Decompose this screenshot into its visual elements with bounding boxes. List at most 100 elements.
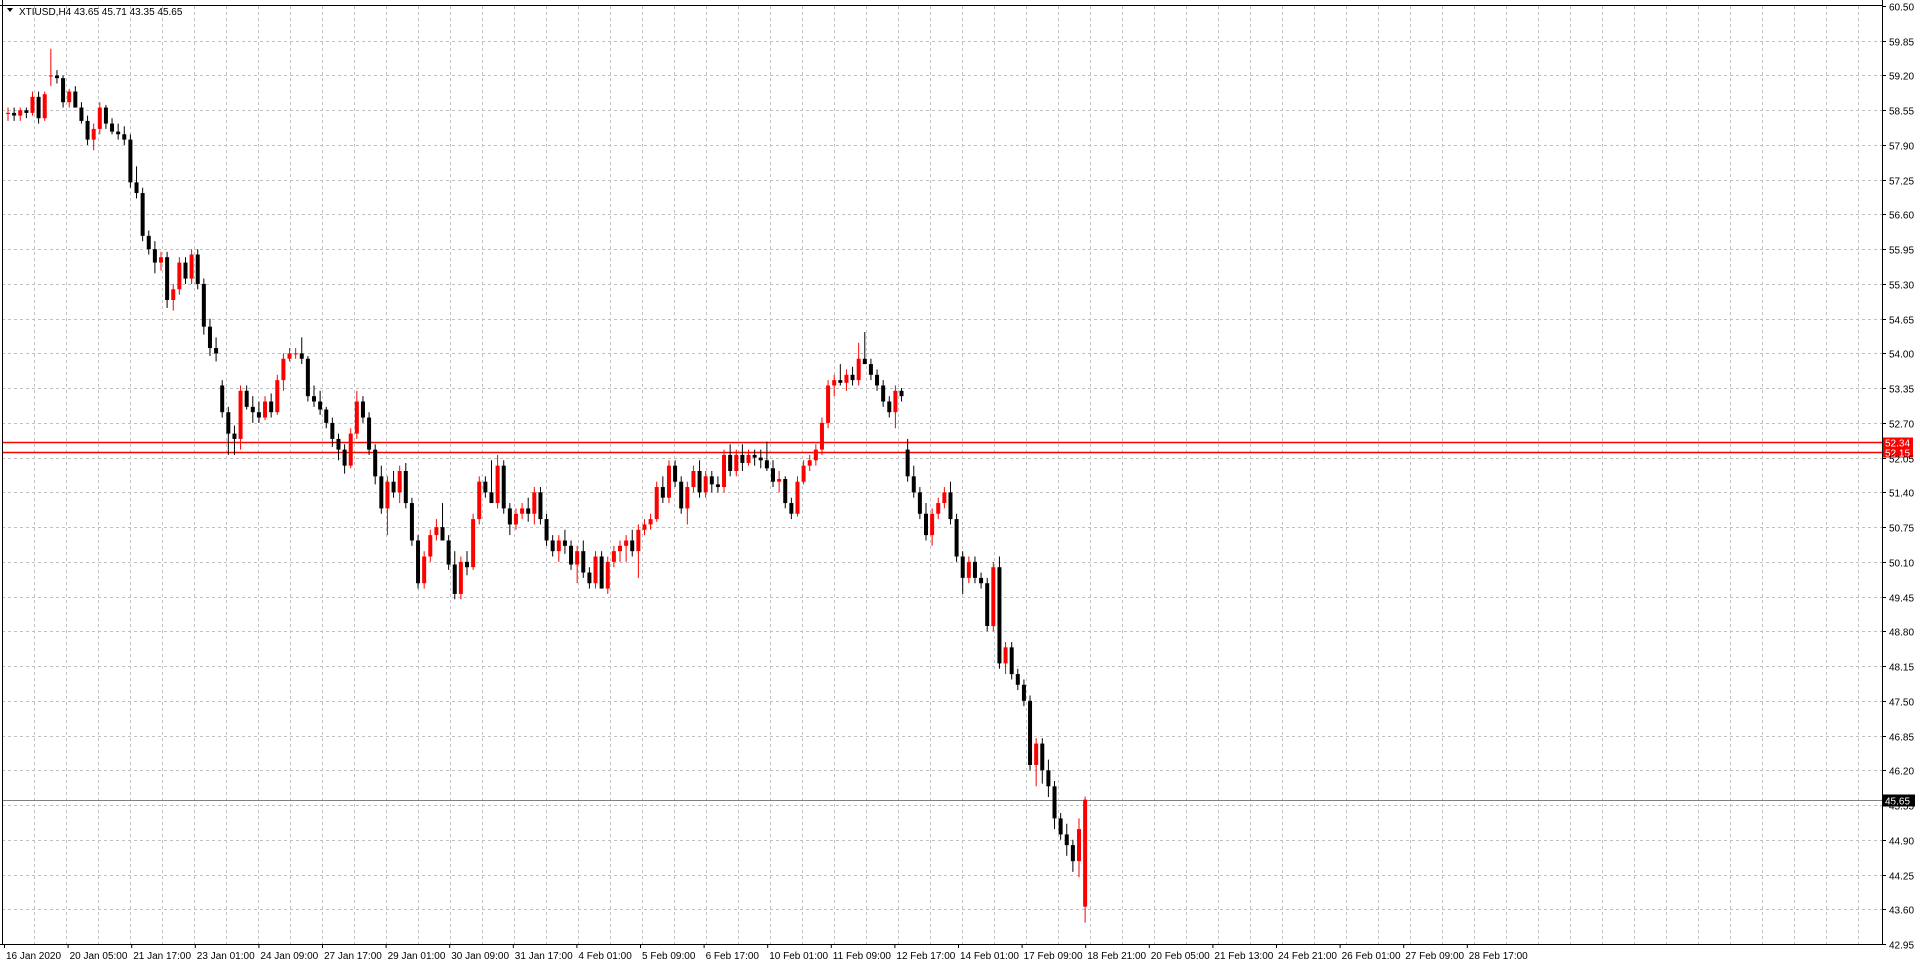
candle-body: [85, 120, 90, 140]
candle-body: [367, 417, 372, 450]
candle-body: [24, 110, 29, 113]
candle-body: [746, 454, 751, 463]
candle-body: [103, 107, 108, 124]
triangle-down-icon[interactable]: [7, 8, 13, 12]
time-tick-label: 30 Jan 09:00: [451, 951, 509, 962]
price-tick-label: 48.80: [1889, 628, 1914, 639]
candle-body: [146, 235, 151, 250]
candle-body: [171, 289, 176, 300]
candle-body: [61, 78, 66, 103]
price-tick-label: 44.25: [1889, 872, 1914, 883]
candle-body: [685, 487, 690, 509]
candle-body: [844, 374, 849, 383]
price-tick-label: 51.40: [1889, 489, 1914, 500]
candle-body: [722, 454, 727, 488]
candle-body: [734, 454, 739, 471]
candle-body: [562, 540, 567, 546]
candle-body: [569, 545, 574, 565]
candle-body: [691, 470, 696, 488]
candle-body: [342, 449, 347, 466]
candle-body: [740, 454, 745, 463]
candle-body: [256, 412, 261, 418]
price-tick-label: 55.30: [1889, 281, 1914, 292]
candle-body: [238, 390, 243, 439]
candle-body: [6, 112, 10, 114]
candle-body: [777, 479, 782, 482]
candle-body: [917, 492, 922, 514]
price-tick-label: 44.90: [1889, 837, 1914, 848]
candle-body: [428, 535, 433, 557]
time-tick-label: 5 Feb 09:00: [642, 951, 696, 962]
candle-body: [709, 476, 714, 485]
candle-body: [30, 96, 35, 113]
candle-body: [581, 551, 586, 573]
candle-body: [73, 91, 78, 108]
candle-body: [489, 492, 494, 504]
candle-body: [930, 513, 935, 536]
candle-body: [868, 364, 873, 375]
support-line-label-bg: [1883, 437, 1913, 448]
candles: [6, 48, 1088, 923]
candle-body: [630, 540, 635, 552]
candle-body: [856, 358, 861, 381]
support-line-label: 52.34: [1885, 439, 1910, 450]
candle-body: [507, 508, 512, 525]
candle-body: [826, 385, 831, 423]
price-tick-label: 54.65: [1889, 316, 1914, 327]
candle-body: [624, 540, 629, 546]
candle-body: [330, 422, 335, 439]
candle-body: [911, 476, 916, 493]
support-line-label: 52.15: [1885, 449, 1910, 460]
time-tick-label: 23 Jan 01:00: [197, 951, 255, 962]
candle-body: [48, 75, 53, 77]
time-tick-label: 24 Jan 09:00: [260, 951, 318, 962]
candle-body: [299, 353, 304, 359]
candle-body: [477, 481, 482, 520]
candle-body: [587, 572, 592, 584]
candle-body: [979, 577, 984, 584]
candle-body: [324, 409, 329, 423]
candle-body: [159, 257, 163, 263]
candle-body: [532, 492, 537, 514]
candle-body: [385, 481, 390, 509]
candle-body: [501, 465, 506, 509]
price-tick-label: 57.90: [1889, 142, 1914, 153]
candle-body: [605, 561, 610, 589]
time-tick-label: 21 Jan 17:00: [133, 951, 191, 962]
candle-body: [1034, 743, 1039, 765]
candle-body: [360, 401, 365, 418]
candle-body: [275, 380, 280, 413]
time-tick-label: 12 Feb 17:00: [896, 951, 955, 962]
candle-body: [905, 449, 910, 477]
candle-body: [801, 465, 806, 482]
candle-body: [850, 374, 855, 381]
grid: [2, 6, 1882, 944]
candle-body: [281, 358, 286, 381]
candle-body: [819, 422, 824, 450]
candle-body: [293, 353, 298, 355]
candle-body: [373, 449, 378, 477]
symbol-label: XTIUSD,H4: [19, 7, 72, 18]
candle-body: [526, 508, 531, 514]
candle-body: [862, 358, 867, 365]
candle-body: [985, 583, 990, 626]
candle-body: [728, 454, 733, 471]
candle-body: [177, 262, 182, 290]
candle-body: [195, 254, 200, 284]
candle-body: [79, 107, 84, 121]
candle-body: [966, 561, 971, 578]
price-tick-label: 48.15: [1889, 663, 1914, 674]
price-tick-label: 57.25: [1889, 177, 1914, 188]
candle-body: [207, 326, 212, 349]
time-tick-label: 28 Feb 17:00: [1469, 951, 1528, 962]
candle-body: [942, 492, 947, 504]
price-tick-label: 56.60: [1889, 211, 1914, 222]
candle-body: [465, 561, 469, 568]
candle-body: [220, 385, 225, 413]
candle-body: [881, 385, 886, 402]
candle-body: [12, 112, 17, 116]
candle-body: [654, 487, 659, 520]
